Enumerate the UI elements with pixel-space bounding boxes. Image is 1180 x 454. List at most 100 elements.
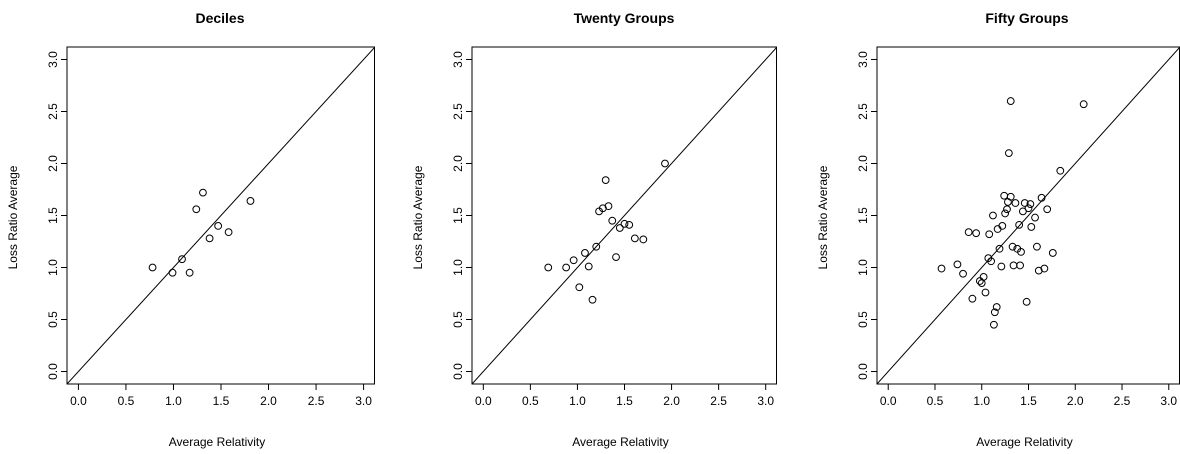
data-point bbox=[569, 256, 578, 265]
data-point bbox=[972, 229, 981, 238]
chart-title: Deciles bbox=[195, 10, 244, 26]
data-point bbox=[1043, 205, 1052, 214]
y-tick-label: 0.0 bbox=[856, 363, 870, 380]
data-point bbox=[581, 249, 589, 257]
data-point bbox=[1016, 261, 1024, 270]
data-point bbox=[1022, 297, 1031, 306]
reference-line bbox=[472, 47, 777, 384]
data-point bbox=[1033, 242, 1041, 251]
chart-panel-1: Deciles 0.0 0.5 1.0 1.5 2.0 2.5 3.0 0.0 0.5 1.0 1.5… bbox=[6, 10, 375, 449]
chart-title: Twenty Groups bbox=[574, 10, 675, 26]
data-point bbox=[964, 228, 973, 237]
x-tick-label: 2.5 bbox=[1114, 394, 1131, 408]
x-tick-label: 1.5 bbox=[1020, 394, 1037, 408]
chart-panel-2: Twenty Groups 0.0 0.5 1.0 1.5 2.0 2.5 3.0 0.0 0.5… bbox=[411, 10, 777, 449]
y-tick-label: 2.0 bbox=[46, 155, 60, 172]
x-axis-title: Average Relativity bbox=[169, 435, 266, 449]
data-point bbox=[975, 277, 984, 285]
x-axis-title: Average Relativity bbox=[572, 435, 669, 449]
data-point bbox=[625, 220, 634, 229]
data-point bbox=[1048, 249, 1057, 257]
data-point bbox=[1004, 198, 1012, 206]
data-point bbox=[959, 269, 967, 278]
data-point bbox=[214, 222, 223, 230]
x-tick-label: 0.0 bbox=[475, 394, 492, 408]
data-point bbox=[1006, 192, 1015, 201]
x-tick-label: 1.5 bbox=[213, 394, 230, 408]
data-point bbox=[989, 320, 998, 329]
data-point bbox=[1003, 205, 1011, 214]
data-point bbox=[199, 188, 207, 197]
y-tick-label: 2.5 bbox=[46, 103, 60, 120]
y-tick-label: 3.0 bbox=[451, 51, 465, 68]
y-tick-label: 0.0 bbox=[46, 363, 60, 380]
data-point bbox=[1079, 100, 1088, 109]
x-tick-label: 0.5 bbox=[522, 394, 539, 408]
data-point bbox=[601, 176, 610, 185]
data-point bbox=[598, 204, 607, 213]
y-tick-label: 0.5 bbox=[856, 311, 870, 328]
data-point bbox=[985, 230, 994, 239]
x-tick-label: 0.5 bbox=[927, 394, 944, 408]
y-tick-label: 2.5 bbox=[856, 103, 870, 120]
data-point bbox=[630, 234, 639, 243]
data-point bbox=[989, 211, 997, 220]
y-tick-label: 2.0 bbox=[856, 155, 870, 172]
y-tick-label: 2.5 bbox=[451, 103, 465, 120]
data-point bbox=[1037, 193, 1046, 202]
data-point bbox=[990, 308, 999, 317]
data-point bbox=[1001, 209, 1010, 218]
data-point bbox=[604, 202, 613, 211]
y-axis-title: Loss Ratio Average bbox=[411, 165, 425, 269]
data-point bbox=[1011, 199, 1020, 207]
data-point bbox=[981, 288, 990, 297]
y-tick-label: 1.0 bbox=[46, 259, 60, 276]
x-tick-label: 1.5 bbox=[616, 394, 633, 408]
x-tick-label: 1.0 bbox=[973, 394, 990, 408]
data-point bbox=[178, 255, 186, 264]
x-tick-label: 1.0 bbox=[165, 394, 182, 408]
y-axis-title: Loss Ratio Average bbox=[6, 165, 20, 269]
y-tick-label: 1.5 bbox=[46, 207, 60, 224]
x-tick-label: 2.5 bbox=[710, 394, 727, 408]
data-point bbox=[562, 263, 571, 272]
chart-panel-3: Fifty Groups 0.0 0.5 1.0 1.5 2.0 2.5 3.0 0.0 0.5 1… bbox=[816, 10, 1180, 449]
data-point bbox=[608, 216, 617, 225]
x-tick-label: 0.0 bbox=[70, 394, 87, 408]
data-point bbox=[1026, 200, 1035, 208]
data-point bbox=[224, 228, 233, 237]
y-tick-label: 0.5 bbox=[451, 311, 465, 328]
data-point bbox=[1031, 213, 1039, 222]
x-tick-label: 1.0 bbox=[569, 394, 586, 408]
data-point bbox=[544, 263, 553, 272]
data-point bbox=[1056, 166, 1065, 175]
x-tick-label: 2.0 bbox=[1067, 394, 1084, 408]
x-tick-label: 2.0 bbox=[260, 394, 277, 408]
x-tick-label: 2.0 bbox=[663, 394, 680, 408]
data-point bbox=[1004, 149, 1013, 157]
x-tick-label: 0.0 bbox=[880, 394, 897, 408]
data-point bbox=[168, 268, 177, 277]
data-point bbox=[979, 272, 988, 281]
chart-title: Fifty Groups bbox=[985, 10, 1068, 26]
data-point bbox=[1040, 264, 1049, 273]
data-point bbox=[1000, 191, 1009, 200]
y-axis-title: Loss Ratio Average bbox=[816, 165, 830, 269]
y-tick-label: 0.5 bbox=[46, 311, 60, 328]
y-tick-label: 1.5 bbox=[856, 207, 870, 224]
data-point bbox=[992, 303, 1001, 311]
x-tick-label: 0.5 bbox=[118, 394, 135, 408]
x-axis-title: Average Relativity bbox=[976, 435, 1073, 449]
data-point bbox=[620, 219, 629, 228]
y-tick-label: 1.0 bbox=[856, 259, 870, 276]
data-point bbox=[968, 294, 977, 303]
data-point bbox=[148, 263, 157, 272]
data-point bbox=[584, 262, 593, 271]
data-point bbox=[246, 197, 255, 205]
y-tick-label: 3.0 bbox=[46, 51, 60, 68]
data-point bbox=[588, 295, 597, 304]
data-point bbox=[937, 264, 946, 273]
data-point bbox=[987, 257, 995, 266]
data-point bbox=[1015, 220, 1024, 229]
